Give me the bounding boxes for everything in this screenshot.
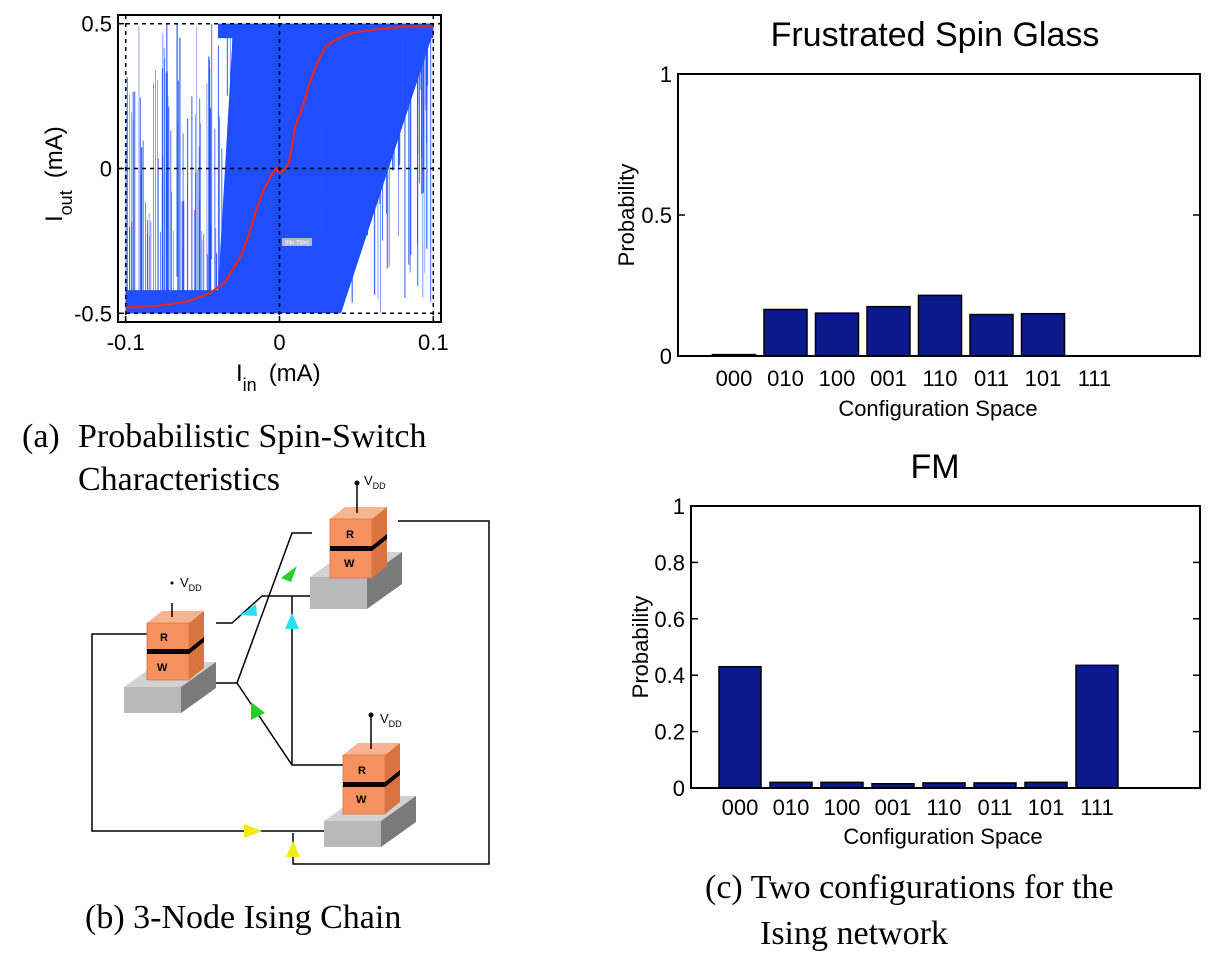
panel-a-grid (118, 15, 441, 322)
caption-a-label: (a) (22, 418, 60, 455)
y-tick-label: 0 (660, 344, 672, 369)
y-axis-label: Probability (628, 596, 653, 699)
wire-node1-to-node3 (236, 682, 343, 766)
y-tick-label: 0.4 (654, 663, 685, 688)
category-label: 001 (870, 366, 907, 391)
bar-011 (969, 313, 1014, 357)
low-level-band (125, 290, 280, 314)
plot-frame (690, 505, 1201, 789)
arrow-green-lower (251, 702, 265, 720)
panel-b-ising-diagram: R W VDD R W VDD (91, 473, 490, 865)
caption-a-line-2: Characteristics (78, 461, 280, 498)
category-label: 000 (716, 366, 753, 391)
ising-node-2: R W VDD (310, 473, 402, 609)
chart-title: FM (910, 448, 959, 486)
x-tick-label: 0 (273, 330, 285, 355)
panel-a-ticks: -0.1 0 0.1 0.5 0 -0.5 (74, 12, 449, 355)
category-label: 010 (773, 795, 810, 820)
x-axis-label: Configuration Space (843, 824, 1042, 849)
ising-node-1: R W VDD (124, 575, 216, 713)
y-tick-label: 1 (660, 62, 672, 87)
wire-node1-to-node3-loop (91, 633, 324, 832)
category-label: 010 (767, 366, 804, 391)
raw-switching-series (125, 23, 434, 314)
category-label: 011 (977, 795, 1012, 820)
node2-write-label: W (344, 558, 355, 570)
y-axis-label: Probability (614, 164, 639, 267)
caption-b: (b) 3-Node Ising Chain (85, 899, 401, 936)
y-tick-label: -0.5 (74, 301, 112, 326)
y-tick-label: 1 (673, 494, 685, 519)
bar-010 (763, 308, 808, 357)
arrow-yellow-vertical (286, 841, 300, 857)
wire-node1-to-node2 (202, 532, 312, 684)
arrow-green-upper (281, 566, 297, 582)
caption-c-line-1: (c) Two configurations for the (705, 869, 1114, 906)
arrow-cyan-vertical (285, 613, 299, 629)
inset-label-text: [No Title] (285, 241, 309, 247)
panel-a-chart: -0.1 0 0.1 0.5 0 -0.5 [No Title] Iin (mA) Iout… (41, 12, 449, 395)
bar-110 (917, 294, 963, 357)
category-label: 110 (926, 795, 961, 820)
x-tick-label: -0.1 (107, 330, 145, 355)
arrow-cyan-left (240, 604, 257, 616)
bar-101 (1020, 312, 1066, 357)
fm-bar-chart: FM 000 010 100 001 110 011 101 111 0 0.2 0.4 0.6 0.8 1… (628, 448, 1201, 849)
high-level-band (217, 23, 434, 39)
node1-vdd-label: VDD (180, 575, 202, 593)
category-label: 101 (1025, 366, 1062, 391)
category-label: 111 (1078, 366, 1111, 391)
category-label: 100 (824, 795, 861, 820)
category-label: 011 (974, 366, 1009, 391)
node2-vdd-label: VDD (364, 473, 386, 491)
category-label: 001 (875, 795, 912, 820)
y-tick-label: 0.5 (81, 12, 112, 37)
category-label: 111 (1080, 795, 1113, 820)
category-label: 101 (1028, 795, 1065, 820)
y-tick-label: 0 (673, 776, 685, 801)
x-axis-label: Configuration Space (838, 396, 1037, 421)
bar-100 (814, 312, 860, 357)
y-tick-label: 0.5 (641, 203, 672, 228)
x-tick-label: 0.1 (418, 330, 449, 355)
panel-a-xlabel: Iin (mA) (236, 360, 321, 395)
wire-node1-to-node2-read (216, 595, 310, 624)
y-tick-label: 0 (100, 157, 112, 182)
node1-write-label: W (157, 662, 168, 674)
node2-read-label: R (346, 529, 354, 541)
bar-001 (866, 305, 911, 357)
y-tick-label: 0.6 (654, 607, 685, 632)
ising-node-3: R W VDD (324, 711, 416, 847)
caption-a-line-1: Probabilistic Spin-Switch (78, 418, 427, 455)
category-label: 110 (922, 366, 957, 391)
category-label: 000 (722, 795, 759, 820)
panel-a-ylabel: Iout(mA) (41, 126, 76, 222)
chart-title: Frustrated Spin Glass (771, 16, 1100, 54)
bar-000 (718, 665, 762, 789)
y-tick-label: 0.8 (654, 550, 685, 575)
bar-111 (1075, 664, 1119, 789)
arrow-yellow-horizontal (244, 824, 262, 838)
y-tick-label: 0.2 (654, 720, 685, 745)
caption-c-line-2: Ising network (760, 915, 948, 952)
category-label: 100 (819, 366, 856, 391)
node3-read-label: R (358, 765, 366, 777)
panel-a-inset-label: [No Title] (282, 238, 312, 247)
node3-write-label: W (356, 794, 367, 806)
node3-vdd-label: VDD (380, 711, 402, 729)
node1-read-label: R (160, 632, 168, 644)
average-output-line (125, 25, 434, 309)
